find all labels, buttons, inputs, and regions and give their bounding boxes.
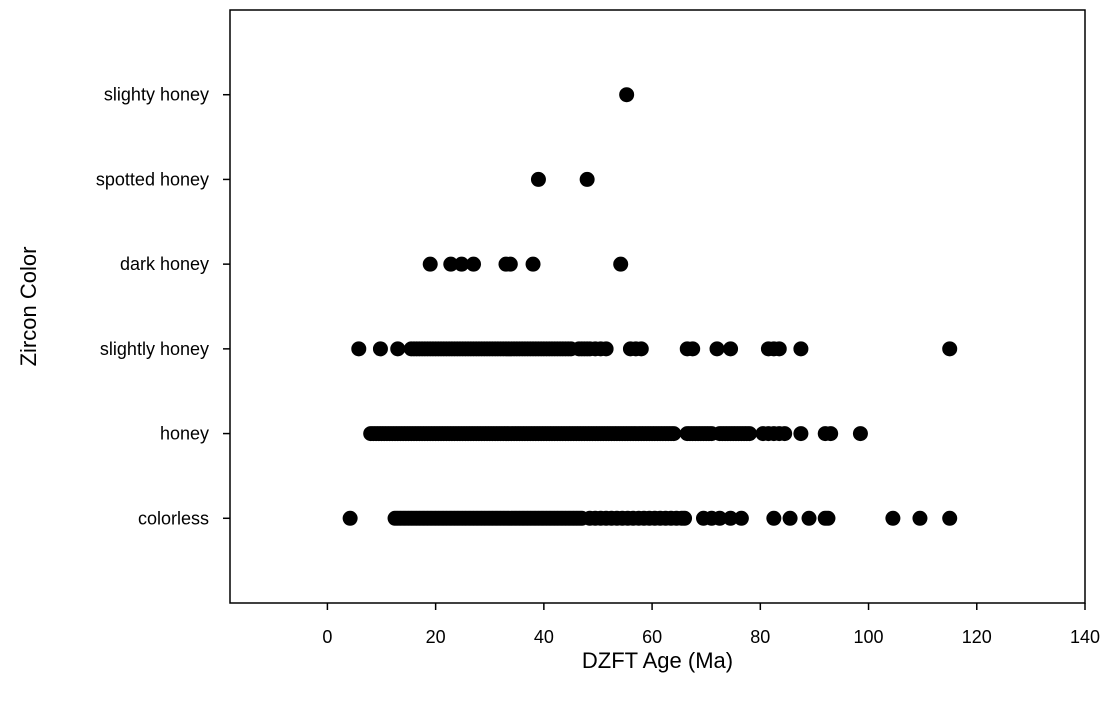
data-point <box>852 426 868 442</box>
data-point <box>633 341 649 357</box>
data-point <box>741 426 757 442</box>
y-axis-title: Zircon Color <box>16 247 41 367</box>
y-tick-label: spotted honey <box>96 169 209 189</box>
plot-border <box>229 9 1086 604</box>
data-point <box>613 256 629 272</box>
data-point <box>579 171 595 187</box>
data-point <box>466 256 482 272</box>
x-tick-label: 80 <box>750 627 770 647</box>
data-point <box>942 341 958 357</box>
data-point <box>723 341 739 357</box>
data-point <box>823 426 839 442</box>
data-point <box>525 256 541 272</box>
y-tick-label: honey <box>160 424 209 444</box>
data-point <box>342 510 358 526</box>
data-point <box>777 426 793 442</box>
x-tick-label: 120 <box>962 627 992 647</box>
data-point <box>723 510 739 526</box>
data-point <box>685 341 701 357</box>
data-point <box>454 256 470 272</box>
data-point <box>942 510 958 526</box>
data-point <box>766 510 782 526</box>
y-tick-label: dark honey <box>120 254 209 274</box>
y-tick-label: slighty honey <box>104 85 209 105</box>
y-tick-label: slightly honey <box>100 339 209 359</box>
data-point <box>666 426 682 442</box>
data-point <box>733 510 749 526</box>
data-point <box>619 87 635 103</box>
data-point <box>771 341 787 357</box>
data-point <box>782 510 798 526</box>
data-point <box>502 256 518 272</box>
data-point <box>443 256 459 272</box>
data-point <box>712 510 728 526</box>
y-tick-label: colorless <box>138 508 209 528</box>
data-point <box>801 510 817 526</box>
data-point <box>912 510 928 526</box>
plot-frame <box>229 9 1086 604</box>
data-point <box>530 171 546 187</box>
x-tick-label: 40 <box>534 627 554 647</box>
data-point <box>598 341 614 357</box>
y-axis: colorless honey slightly honey dark honey sp… <box>96 85 230 528</box>
data-point <box>793 341 809 357</box>
data-point <box>390 341 406 357</box>
data-points <box>342 87 958 526</box>
data-point <box>677 510 693 526</box>
x-axis-title: DZFT Age (Ma) <box>582 648 733 673</box>
data-point <box>793 426 809 442</box>
data-point <box>820 510 836 526</box>
data-point <box>351 341 367 357</box>
x-tick-label: 100 <box>854 627 884 647</box>
data-point <box>709 341 725 357</box>
x-tick-label: 60 <box>642 627 662 647</box>
data-point <box>885 510 901 526</box>
data-point <box>372 341 388 357</box>
x-axis: 0 20 40 60 80 100 120 140 <box>322 603 1100 647</box>
x-tick-label: 20 <box>426 627 446 647</box>
x-tick-label: 0 <box>322 627 332 647</box>
x-tick-label: 140 <box>1070 627 1100 647</box>
data-point <box>422 256 438 272</box>
